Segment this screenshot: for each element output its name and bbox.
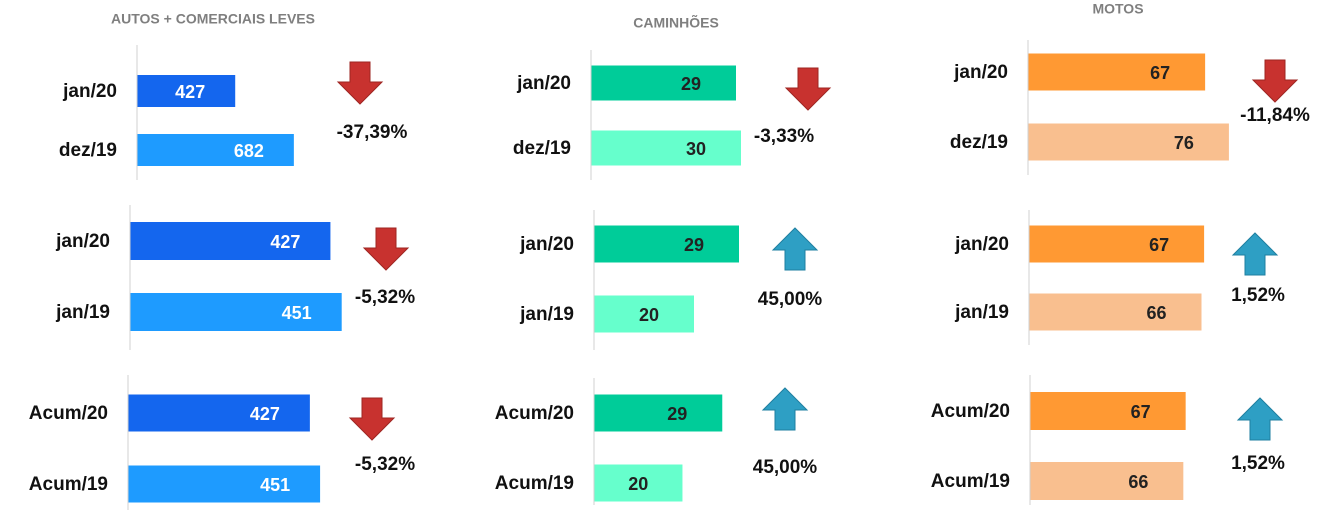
category-label: Acum/19 xyxy=(29,474,108,495)
value-label: 427 xyxy=(270,232,300,252)
trend-arrow xyxy=(362,227,410,271)
bar xyxy=(1028,123,1229,161)
value-label: 29 xyxy=(667,404,687,424)
category-label: dez/19 xyxy=(513,138,571,159)
category-label: jan/19 xyxy=(954,302,1009,323)
value-label: 66 xyxy=(1146,303,1166,323)
bar xyxy=(130,293,342,331)
value-label: 29 xyxy=(681,74,701,94)
bar xyxy=(137,75,236,107)
bar xyxy=(128,394,310,432)
category-label: jan/19 xyxy=(519,304,574,325)
value-label: 451 xyxy=(260,475,290,495)
value-label: 67 xyxy=(1150,63,1170,83)
bar xyxy=(130,222,331,260)
trend-arrow xyxy=(761,387,809,431)
category-label: Acum/20 xyxy=(29,403,108,424)
value-label: 76 xyxy=(1174,133,1194,153)
column-title: CAMINHÕES xyxy=(633,14,719,31)
category-label: jan/20 xyxy=(62,81,117,102)
value-label: 682 xyxy=(234,141,264,161)
value-label: 20 xyxy=(639,305,659,325)
bar xyxy=(591,130,741,166)
change-label: -11,84% xyxy=(1240,105,1310,126)
trend-arrow xyxy=(1231,232,1279,276)
column-title: AUTOS + COMERCIAIS LEVES xyxy=(111,11,315,27)
bar xyxy=(1028,53,1206,91)
value-label: 67 xyxy=(1131,402,1151,422)
value-label: 67 xyxy=(1149,235,1169,255)
trend-arrow xyxy=(771,227,819,271)
category-label: jan/20 xyxy=(953,62,1008,83)
value-label: 29 xyxy=(684,235,704,255)
bar xyxy=(128,465,321,503)
category-label: Acum/20 xyxy=(495,403,574,424)
bar xyxy=(594,394,723,432)
bar xyxy=(594,225,739,263)
bar xyxy=(137,134,294,166)
bar xyxy=(594,295,694,333)
category-label: jan/20 xyxy=(55,231,110,252)
change-label: 1,52% xyxy=(1231,453,1285,474)
bar xyxy=(594,464,683,502)
category-label: Acum/20 xyxy=(931,401,1010,422)
bar xyxy=(1030,392,1186,430)
bar xyxy=(591,65,736,101)
trend-arrow xyxy=(1236,397,1284,441)
value-label: 30 xyxy=(686,139,706,159)
value-label: 427 xyxy=(250,404,280,424)
change-label: -37,39% xyxy=(337,122,408,143)
value-label: 66 xyxy=(1128,472,1148,492)
change-label: 45,00% xyxy=(753,457,818,478)
bar xyxy=(1030,462,1184,500)
change-label: -3,33% xyxy=(754,126,814,147)
category-label: jan/19 xyxy=(55,302,110,323)
category-label: Acum/19 xyxy=(931,471,1010,492)
change-label: -5,32% xyxy=(355,287,415,308)
category-label: jan/20 xyxy=(519,234,574,255)
change-label: 45,00% xyxy=(758,289,823,310)
bar xyxy=(1029,293,1202,331)
change-label: 1,52% xyxy=(1231,285,1285,306)
trend-arrow xyxy=(1251,59,1299,103)
trend-arrow xyxy=(784,67,832,111)
category-label: jan/20 xyxy=(516,73,571,94)
value-label: 451 xyxy=(282,303,312,323)
bar xyxy=(1029,225,1205,263)
trend-arrow xyxy=(348,397,396,441)
column-title: MOTOS xyxy=(1092,1,1143,17)
category-label: Acum/19 xyxy=(495,473,574,494)
category-label: dez/19 xyxy=(59,140,117,161)
category-label: jan/20 xyxy=(954,234,1009,255)
value-label: 20 xyxy=(628,474,648,494)
value-label: 427 xyxy=(175,82,205,102)
trend-arrow xyxy=(336,61,384,105)
change-label: -5,32% xyxy=(355,454,415,475)
category-label: dez/19 xyxy=(950,132,1008,153)
